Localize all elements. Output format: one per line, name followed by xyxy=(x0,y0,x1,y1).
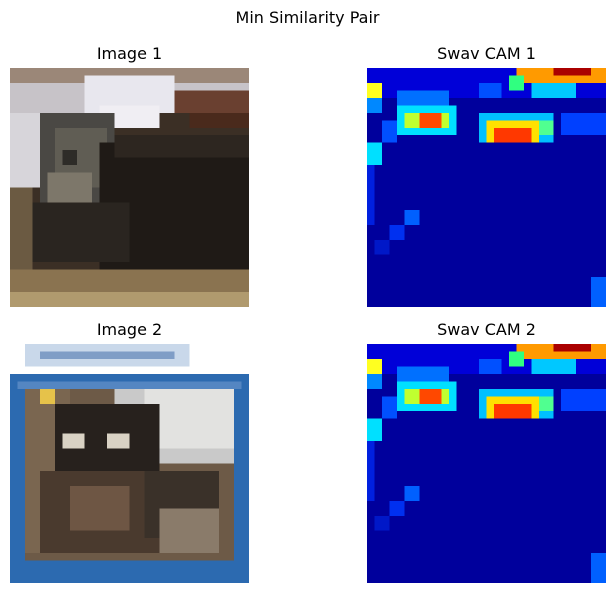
cam-2-panel xyxy=(367,344,606,583)
panel-title-cam-1: Swav CAM 1 xyxy=(437,44,536,63)
image-2-panel xyxy=(10,344,249,583)
cam-heatmap-1 xyxy=(367,68,606,307)
cam-heatmap-2 xyxy=(367,344,606,583)
panel-title-cam-2: Swav CAM 2 xyxy=(437,320,536,339)
figure-title: Min Similarity Pair xyxy=(235,8,380,27)
cam-1-panel xyxy=(367,68,606,307)
panel-title-image-1: Image 1 xyxy=(96,44,163,63)
panel-title-image-2: Image 2 xyxy=(96,320,163,339)
cat-photo-1 xyxy=(10,68,249,307)
image-1-panel xyxy=(10,68,249,307)
cat-photo-2 xyxy=(10,344,249,583)
